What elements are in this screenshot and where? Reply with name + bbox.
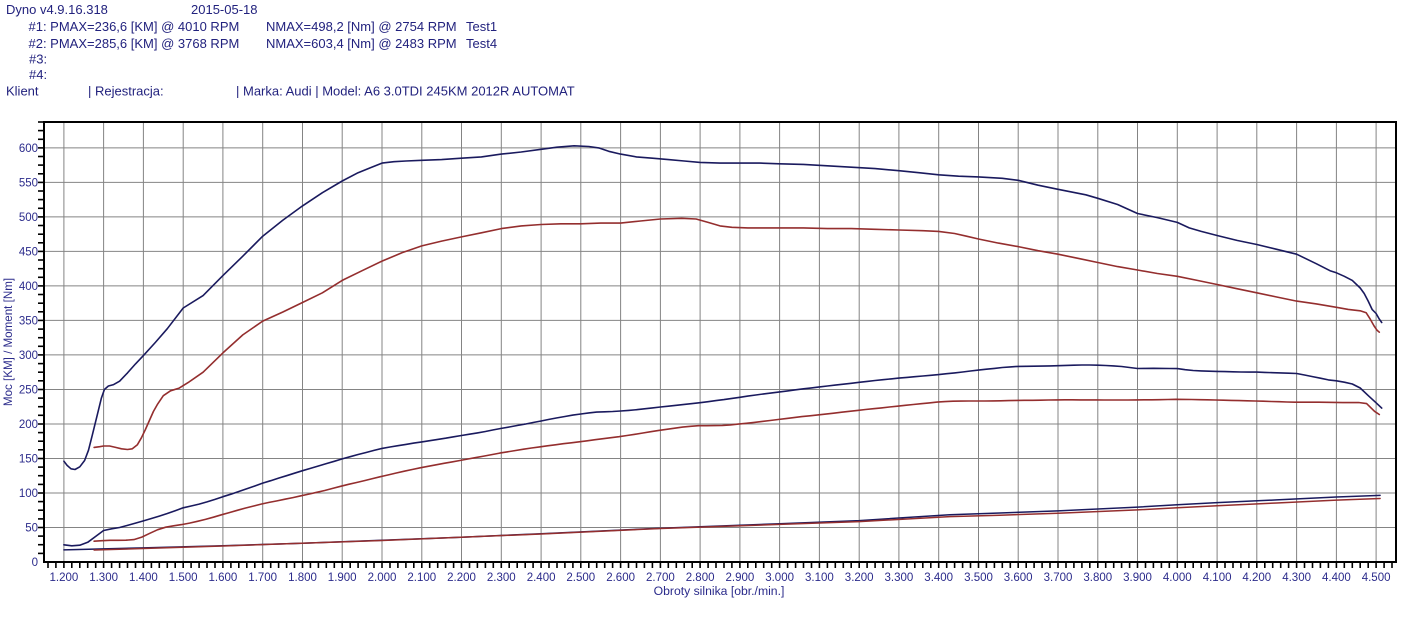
svg-text:600: 600: [19, 143, 38, 155]
svg-text:4.400: 4.400: [1322, 572, 1351, 584]
svg-text:Dyno v4.9.16.318: Dyno v4.9.16.318: [6, 2, 108, 17]
svg-text:4.500: 4.500: [1362, 572, 1391, 584]
svg-text:3.100: 3.100: [805, 572, 834, 584]
svg-text:1.700: 1.700: [248, 572, 277, 584]
svg-text:Test1: Test1: [466, 19, 497, 34]
svg-text:2.000: 2.000: [368, 572, 397, 584]
svg-text:3.200: 3.200: [845, 572, 874, 584]
svg-text:1.400: 1.400: [129, 572, 158, 584]
svg-text:#2: PMAX=285,6 [KM] @ 3768 RPM: #2: PMAX=285,6 [KM] @ 3768 RPM: [29, 36, 240, 51]
svg-text:4.100: 4.100: [1203, 572, 1232, 584]
svg-text:150: 150: [19, 454, 38, 466]
svg-text:3.300: 3.300: [885, 572, 914, 584]
svg-text:NMAX=498,2 [Nm] @ 2754 RPM: NMAX=498,2 [Nm] @ 2754 RPM: [266, 19, 457, 34]
svg-text:50: 50: [25, 523, 38, 535]
svg-text:#1: PMAX=236,6 [KM] @ 4010 RPM: #1: PMAX=236,6 [KM] @ 4010 RPM: [29, 19, 240, 34]
svg-text:4.300: 4.300: [1282, 572, 1311, 584]
svg-text:#3:: #3:: [29, 52, 47, 67]
svg-text:4.200: 4.200: [1242, 572, 1271, 584]
svg-text:3.500: 3.500: [964, 572, 993, 584]
svg-text:2.900: 2.900: [726, 572, 755, 584]
svg-text:Moc [KM] / Moment [Nm]: Moc [KM] / Moment [Nm]: [2, 278, 15, 406]
svg-text:0: 0: [32, 557, 38, 569]
svg-text:2.600: 2.600: [606, 572, 635, 584]
svg-text:Test4: Test4: [466, 36, 497, 51]
svg-text:2.200: 2.200: [447, 572, 476, 584]
svg-text:Klient: Klient: [6, 84, 39, 99]
svg-text:3.800: 3.800: [1083, 572, 1112, 584]
svg-text:1.500: 1.500: [169, 572, 198, 584]
svg-text:2.500: 2.500: [566, 572, 595, 584]
svg-text:2.700: 2.700: [646, 572, 675, 584]
svg-text:NMAX=603,4 [Nm] @ 2483 RPM: NMAX=603,4 [Nm] @ 2483 RPM: [266, 36, 457, 51]
svg-text:| Marka: Audi | Model: A6 3.0T: | Marka: Audi | Model: A6 3.0TDI 245KM 2…: [236, 84, 575, 99]
svg-text:3.600: 3.600: [1004, 572, 1033, 584]
svg-text:400: 400: [19, 281, 38, 293]
svg-text:550: 550: [19, 178, 38, 190]
svg-text:3.900: 3.900: [1123, 572, 1152, 584]
svg-text:Obroty silnika [obr./min.]: Obroty silnika [obr./min.]: [654, 584, 785, 598]
svg-text:2015-05-18: 2015-05-18: [191, 2, 258, 17]
svg-text:#4:: #4:: [29, 67, 47, 82]
svg-text:300: 300: [19, 350, 38, 362]
svg-text:2.300: 2.300: [487, 572, 516, 584]
svg-text:2.800: 2.800: [686, 572, 715, 584]
svg-text:4.000: 4.000: [1163, 572, 1192, 584]
svg-text:100: 100: [19, 488, 38, 500]
svg-text:2.400: 2.400: [527, 572, 556, 584]
svg-text:| Rejestracja:: | Rejestracja:: [88, 84, 164, 99]
svg-text:1.800: 1.800: [288, 572, 317, 584]
svg-text:3.000: 3.000: [765, 572, 794, 584]
svg-text:1.300: 1.300: [89, 572, 118, 584]
svg-text:1.600: 1.600: [209, 572, 238, 584]
svg-text:1.900: 1.900: [328, 572, 357, 584]
svg-text:2.100: 2.100: [407, 572, 436, 584]
svg-text:200: 200: [19, 419, 38, 431]
svg-text:1.200: 1.200: [50, 572, 79, 584]
svg-text:3.700: 3.700: [1044, 572, 1073, 584]
svg-text:450: 450: [19, 247, 38, 259]
svg-text:250: 250: [19, 385, 38, 397]
svg-text:3.400: 3.400: [924, 572, 953, 584]
svg-text:350: 350: [19, 316, 38, 328]
svg-text:500: 500: [19, 212, 38, 224]
